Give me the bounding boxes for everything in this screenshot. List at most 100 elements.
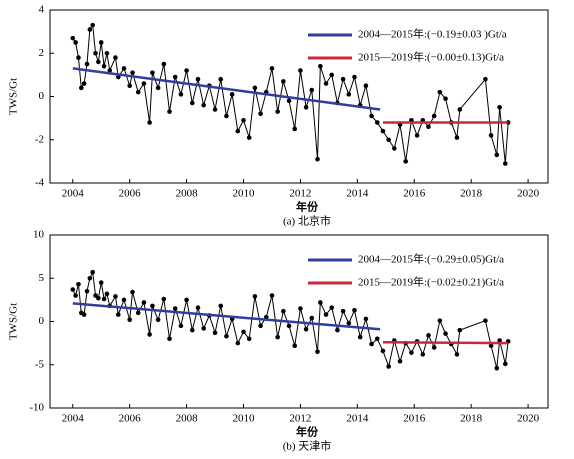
data-point [93, 50, 98, 56]
data-point [241, 329, 246, 335]
data-point [275, 334, 280, 340]
data-point [246, 336, 252, 342]
data-point [318, 63, 323, 69]
y-tick-label: -10 [29, 402, 44, 414]
x-tick-label: 2004 [62, 413, 85, 425]
data-point [374, 336, 380, 342]
data-point [363, 83, 369, 88]
data-point [497, 338, 502, 343]
data-point [113, 294, 118, 299]
data-point [281, 308, 286, 314]
data-point [172, 306, 178, 311]
data-point [167, 336, 172, 342]
data-point [81, 312, 87, 317]
x-tick-label: 2016 [403, 413, 426, 425]
data-point [184, 297, 189, 303]
data-point [269, 66, 275, 71]
data-point [454, 135, 460, 140]
data-point [374, 120, 380, 125]
x-tick-label: 2014 [346, 188, 369, 200]
data-point [121, 66, 127, 71]
caption: (a) 北京市 [283, 214, 331, 228]
data-point [130, 70, 135, 76]
data-point [90, 269, 95, 275]
data-point [81, 81, 87, 86]
data-point [178, 92, 184, 97]
x-tick-label: 2012 [289, 413, 311, 425]
data-point [258, 323, 263, 329]
data-point [323, 312, 329, 317]
data-point [201, 102, 206, 108]
x-tick-label: 2006 [119, 413, 142, 425]
data-point [76, 55, 81, 60]
data-point [315, 349, 320, 355]
data-point [252, 294, 258, 299]
data-point [352, 307, 357, 313]
data-point [70, 35, 76, 41]
x-tick-label: 2004 [62, 188, 85, 200]
data-point [184, 68, 189, 73]
data-point [426, 333, 431, 338]
trend-line [72, 67, 381, 111]
data-point [161, 296, 167, 302]
data-point [457, 327, 463, 333]
data-point [235, 128, 241, 134]
data-point [229, 92, 235, 97]
data-point [189, 100, 195, 106]
data-point [323, 81, 329, 86]
data-point [386, 364, 391, 369]
data-point [303, 105, 309, 110]
data-point [76, 282, 81, 287]
data-point [352, 74, 357, 80]
data-point [79, 85, 84, 91]
data-point [363, 316, 369, 322]
data-point [483, 318, 488, 323]
data-point [503, 161, 508, 166]
y-tick-label: 4 [39, 4, 45, 16]
data-point [403, 159, 409, 164]
x-tick-label: 2014 [346, 413, 369, 425]
caption: (b) 天津市 [283, 439, 332, 453]
data-point [73, 40, 78, 45]
data-point [96, 295, 101, 301]
data-point [380, 348, 386, 354]
x-tick-label: 2010 [233, 188, 256, 200]
legend-label: 2004—2015年:(−0.19±0.03 )Gt/a [358, 27, 507, 41]
y-tick-label: 0 [39, 315, 45, 327]
data-point [127, 317, 132, 323]
x-tick-label: 2008 [176, 413, 199, 425]
x-tick-label: 2010 [233, 413, 256, 425]
data-point [96, 59, 101, 65]
data-point [147, 332, 152, 337]
legend-label: 2015—2019年:(−0.00±0.13)Gt/a [358, 50, 504, 64]
data-point [488, 133, 494, 138]
data-point [150, 303, 155, 309]
data-point [409, 350, 414, 355]
data-point [178, 323, 184, 329]
data-point [457, 107, 463, 112]
legend-label: 2004—2015年:(−0.29±0.05)Gt/a [358, 252, 504, 266]
x-tick-label: 2020 [517, 413, 540, 425]
data-point [369, 113, 374, 119]
data-point [218, 303, 224, 309]
y-axis-label: TWS/Gt [8, 303, 20, 340]
data-point [101, 296, 107, 302]
data-point [150, 70, 155, 76]
data-point [414, 133, 420, 138]
data-point [292, 343, 298, 349]
data-point [135, 89, 141, 95]
data-line [72, 23, 509, 164]
data-point [241, 117, 246, 123]
data-point [286, 98, 292, 104]
data-point [224, 333, 229, 339]
data-point [309, 87, 315, 93]
data-point [246, 135, 252, 140]
data-point [431, 113, 437, 119]
data-point [73, 293, 78, 298]
data-point [167, 109, 172, 114]
data-point [98, 40, 104, 45]
data-point [155, 317, 161, 323]
data-point [195, 76, 201, 82]
data-point [275, 109, 280, 114]
data-point [392, 146, 397, 151]
